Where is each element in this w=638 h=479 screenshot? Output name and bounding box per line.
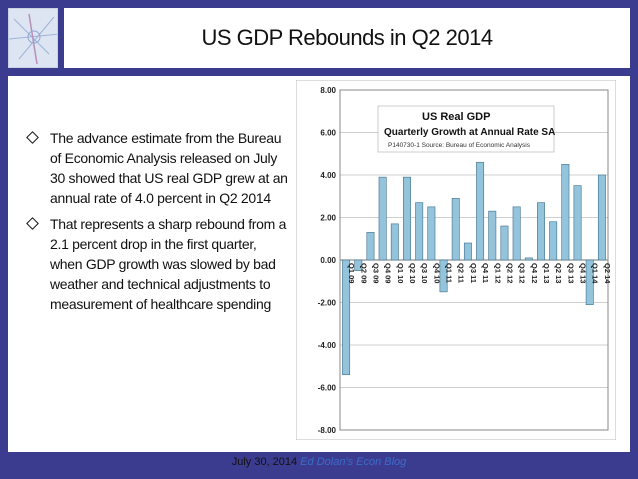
bar [378, 176, 387, 261]
x-tick-label: Q3 11 [469, 263, 478, 283]
x-tick-label: Q2 14 [603, 263, 612, 284]
chart-subtitle: Quarterly Growth at Annual Rate SA [384, 127, 555, 138]
bar [597, 174, 606, 261]
y-tick-label: 8.00 [320, 86, 336, 95]
logo-image [8, 8, 58, 68]
bar [488, 210, 497, 261]
x-tick-label: Q2 10 [408, 263, 417, 283]
bar [549, 221, 558, 261]
chart-source: P140730-1 Source: Bureau of Economic Ana… [388, 142, 531, 149]
bar [366, 232, 375, 261]
bar [512, 206, 521, 261]
x-tick-label: Q1 09 [347, 263, 356, 283]
bar [439, 259, 448, 293]
x-tick-label: Q3 09 [371, 263, 380, 283]
plot-frame [339, 89, 609, 431]
bar [537, 202, 545, 261]
bar [342, 259, 351, 376]
bar [573, 185, 582, 261]
y-tick-label: -8.00 [318, 426, 337, 435]
footer-date: July 30, 2014 [231, 456, 298, 468]
x-tick-label: Q3 10 [420, 263, 429, 283]
x-tick-label: Q3 12 [518, 263, 527, 283]
x-tick-label: Q1 12 [493, 263, 502, 283]
gdp-chart-svg: 8.00 6.00 4.00 2.00 0.00 -2.00 -4.00 -6.00 -8.00… [295, 79, 617, 441]
slide-title: US GDP Rebounds in Q2 2014 [201, 25, 493, 50]
bar [524, 257, 533, 261]
diamond-bullet-icon [26, 217, 39, 230]
y-tick-label: -4.00 [318, 341, 337, 350]
x-tick-label: Q1 13 [542, 263, 551, 283]
bar [427, 206, 436, 261]
x-tick-label: Q3 13 [566, 263, 575, 283]
y-tick-label: 6.00 [320, 129, 336, 138]
bullet-item: That represents a sharp rebound from a 2… [26, 214, 288, 314]
x-tick-label: Q2 12 [505, 263, 514, 283]
diamond-bullet-icon [26, 131, 39, 144]
bar [403, 176, 411, 261]
footer: July 30, 2014 Ed Dolan's Econ Blog [0, 456, 638, 476]
bar [561, 164, 570, 261]
x-tick-label: Q1 14 [591, 263, 600, 284]
bar [451, 198, 460, 261]
x-tick-label: Q2 13 [554, 263, 563, 283]
x-tick-label: Q1 10 [396, 263, 405, 283]
y-tick-label: 0.00 [320, 256, 336, 265]
bar [390, 223, 399, 261]
y-tick-label: -2.00 [318, 299, 337, 308]
y-tick-label: 2.00 [320, 214, 336, 223]
x-tick-label: Q2 09 [359, 263, 368, 283]
title-bar: US GDP Rebounds in Q2 2014 [64, 8, 630, 68]
y-tick-label: 4.00 [320, 171, 336, 180]
bar [415, 202, 424, 261]
x-tick-label: Q4 12 [530, 263, 539, 283]
y-tick-label: -6.00 [318, 384, 337, 393]
bar [585, 259, 594, 305]
chart-title-box [377, 105, 555, 153]
x-tick-label: Q4 09 [384, 263, 393, 283]
x-tick-label: Q2 11 [457, 263, 466, 283]
bullet-text: That represents a sharp rebound from a 2… [50, 216, 287, 312]
gdp-chart: 8.00 6.00 4.00 2.00 0.00 -2.00 -4.00 -6.00 -8.00… [295, 79, 617, 441]
bar [500, 225, 509, 261]
x-tick-label: Q4 13 [579, 263, 588, 283]
chart-title: US Real GDP [422, 111, 490, 123]
bar [463, 242, 472, 261]
bar [476, 161, 485, 261]
bullet-list: The advance estimate from the Bureau of … [26, 128, 288, 320]
bar [354, 259, 363, 271]
bullet-text: The advance estimate from the Bureau of … [50, 130, 288, 206]
x-tick-label: Q4 10 [432, 263, 441, 283]
x-tick-label: Q1 11 [445, 263, 454, 283]
x-tick-label: Q4 11 [481, 263, 490, 283]
footer-blog-link[interactable]: Ed Dolan's Econ Blog [300, 456, 407, 468]
bullet-item: The advance estimate from the Bureau of … [26, 128, 288, 208]
